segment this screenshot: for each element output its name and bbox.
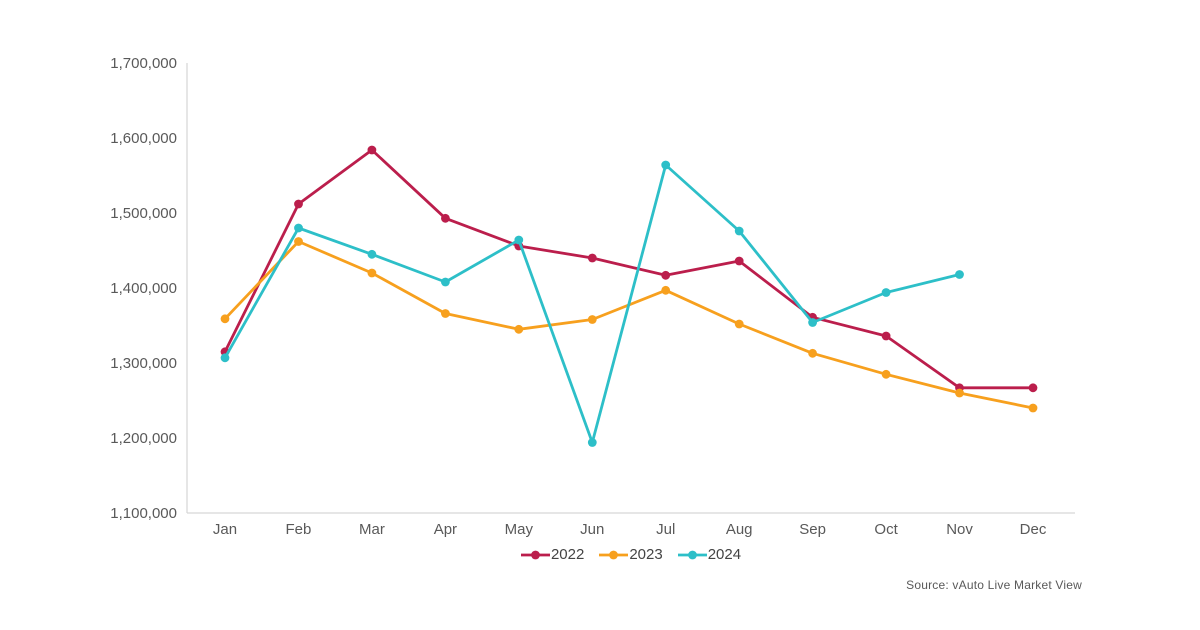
legend-marker-2022	[520, 550, 550, 560]
data-point-2023-Jun	[587, 315, 597, 324]
x-tick-label: Mar	[359, 521, 385, 538]
x-tick-label: Jan	[213, 521, 237, 538]
data-point-2024-Feb	[294, 223, 303, 233]
data-point-2023-Jan	[220, 314, 230, 324]
data-point-2024-Nov	[955, 270, 964, 279]
series-line-2024	[223, 163, 961, 444]
data-point-2024-Sep	[808, 318, 817, 327]
data-point-2023-Sep	[808, 348, 817, 358]
y-tick-label: 1,400,000	[110, 280, 177, 297]
data-point-2023-May	[514, 324, 524, 334]
legend-item-2024: 2024	[677, 544, 742, 566]
y-tick-label: 1,600,000	[110, 130, 177, 147]
data-point-2023-Aug	[734, 319, 744, 329]
data-point-2024-Jul	[661, 160, 671, 170]
x-tick-label: Jun	[580, 521, 604, 538]
data-point-2023-Apr	[441, 309, 450, 318]
data-point-2024-Mar	[367, 249, 377, 259]
data-point-2022-Jun	[587, 253, 597, 263]
legend-label-2022: 2022	[550, 546, 585, 563]
data-point-2024-Jan	[220, 353, 230, 363]
data-point-2022-Jul	[661, 270, 671, 280]
data-point-2023-Oct	[881, 369, 891, 379]
data-point-2022-Oct	[881, 331, 891, 341]
y-tick-label: 1,100,000	[110, 505, 177, 522]
x-tick-label: Feb	[286, 521, 312, 538]
y-tick-label: 1,300,000	[110, 355, 177, 372]
x-tick-label: Dec	[1020, 521, 1047, 538]
x-tick-label: Sep	[799, 521, 826, 538]
data-point-2022-Aug	[734, 256, 744, 266]
x-tick-label: Oct	[874, 521, 898, 538]
y-tick-label: 1,700,000	[110, 55, 177, 72]
x-tick-label: Apr	[434, 521, 457, 538]
x-tick-label: Aug	[726, 521, 753, 538]
data-point-2022-Apr	[441, 213, 450, 223]
legend-item-2023: 2023	[599, 544, 663, 566]
source-note: Source: vAuto Live Market View	[906, 578, 1082, 592]
data-point-2022-Dec	[1028, 383, 1038, 393]
data-point-2024-Aug	[734, 226, 744, 236]
data-point-2023-Jul	[661, 285, 671, 295]
data-point-2024-Apr	[441, 277, 450, 287]
x-tick-label: Jul	[656, 521, 675, 538]
series-line-2022	[223, 148, 1035, 390]
data-point-2022-Mar	[367, 145, 377, 155]
data-point-2024-Oct	[881, 288, 891, 297]
y-tick-label: 1,200,000	[110, 430, 177, 447]
x-tick-label: Nov	[946, 521, 973, 538]
data-point-2023-Nov	[955, 388, 964, 398]
data-point-2023-Dec	[1028, 403, 1038, 413]
legend-label-2024: 2024	[707, 546, 742, 563]
y-tick-label: 1,500,000	[110, 205, 177, 222]
legend-marker-2023	[599, 550, 629, 560]
data-point-2022-Feb	[294, 199, 303, 209]
legend: 2022 2023 2024	[187, 544, 1075, 566]
x-tick-label: May	[505, 521, 534, 538]
data-point-2024-May	[514, 235, 524, 245]
data-point-2024-Jun	[587, 438, 597, 447]
data-point-2023-Feb	[294, 237, 303, 246]
legend-marker-2024	[677, 550, 707, 560]
data-point-2023-Mar	[367, 268, 377, 278]
legend-item-2022: 2022	[520, 544, 585, 566]
legend-label-2023: 2023	[629, 546, 663, 563]
